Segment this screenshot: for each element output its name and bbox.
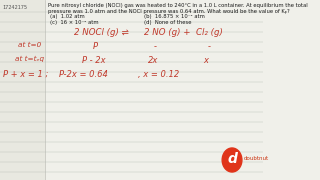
Text: d: d: [227, 152, 237, 166]
Text: (b)  16.875 × 10⁻² atm: (b) 16.875 × 10⁻² atm: [144, 14, 205, 19]
Text: (a)  1.02 atm: (a) 1.02 atm: [50, 14, 85, 19]
Text: P: P: [93, 42, 98, 51]
Text: 17242175: 17242175: [3, 5, 28, 10]
Text: at t=0: at t=0: [18, 42, 41, 48]
Text: doubtnut: doubtnut: [244, 156, 269, 161]
Text: Cl₂ (g): Cl₂ (g): [196, 28, 223, 37]
Text: (c)  16 × 10⁻² atm: (c) 16 × 10⁻² atm: [50, 19, 99, 24]
Text: -: -: [207, 42, 210, 51]
Text: x: x: [203, 56, 208, 65]
Circle shape: [222, 148, 242, 172]
Text: -: -: [154, 42, 157, 51]
FancyBboxPatch shape: [0, 0, 45, 180]
Text: P-2x = 0.64: P-2x = 0.64: [59, 70, 108, 79]
Text: Pure nitrosyl chloride (NOCl) gas was heated to 240°C in a 1.0 L container. At e: Pure nitrosyl chloride (NOCl) gas was he…: [48, 3, 308, 8]
Text: pressure was 1.0 atm and the NOCl pressure was 0.64 atm. What would be the value: pressure was 1.0 atm and the NOCl pressu…: [48, 8, 290, 14]
Text: (d)  None of these: (d) None of these: [144, 19, 191, 24]
Text: P - 2x: P - 2x: [82, 56, 106, 65]
Text: 2 NO (g) +: 2 NO (g) +: [144, 28, 190, 37]
Text: 2x: 2x: [148, 56, 158, 65]
Text: at t=tₑq: at t=tₑq: [15, 56, 44, 62]
Text: , x = 0.12: , x = 0.12: [138, 70, 180, 79]
Text: P + x = 1 ;: P + x = 1 ;: [3, 70, 49, 79]
Text: 2 NOCl (g) ⇌: 2 NOCl (g) ⇌: [74, 28, 129, 37]
